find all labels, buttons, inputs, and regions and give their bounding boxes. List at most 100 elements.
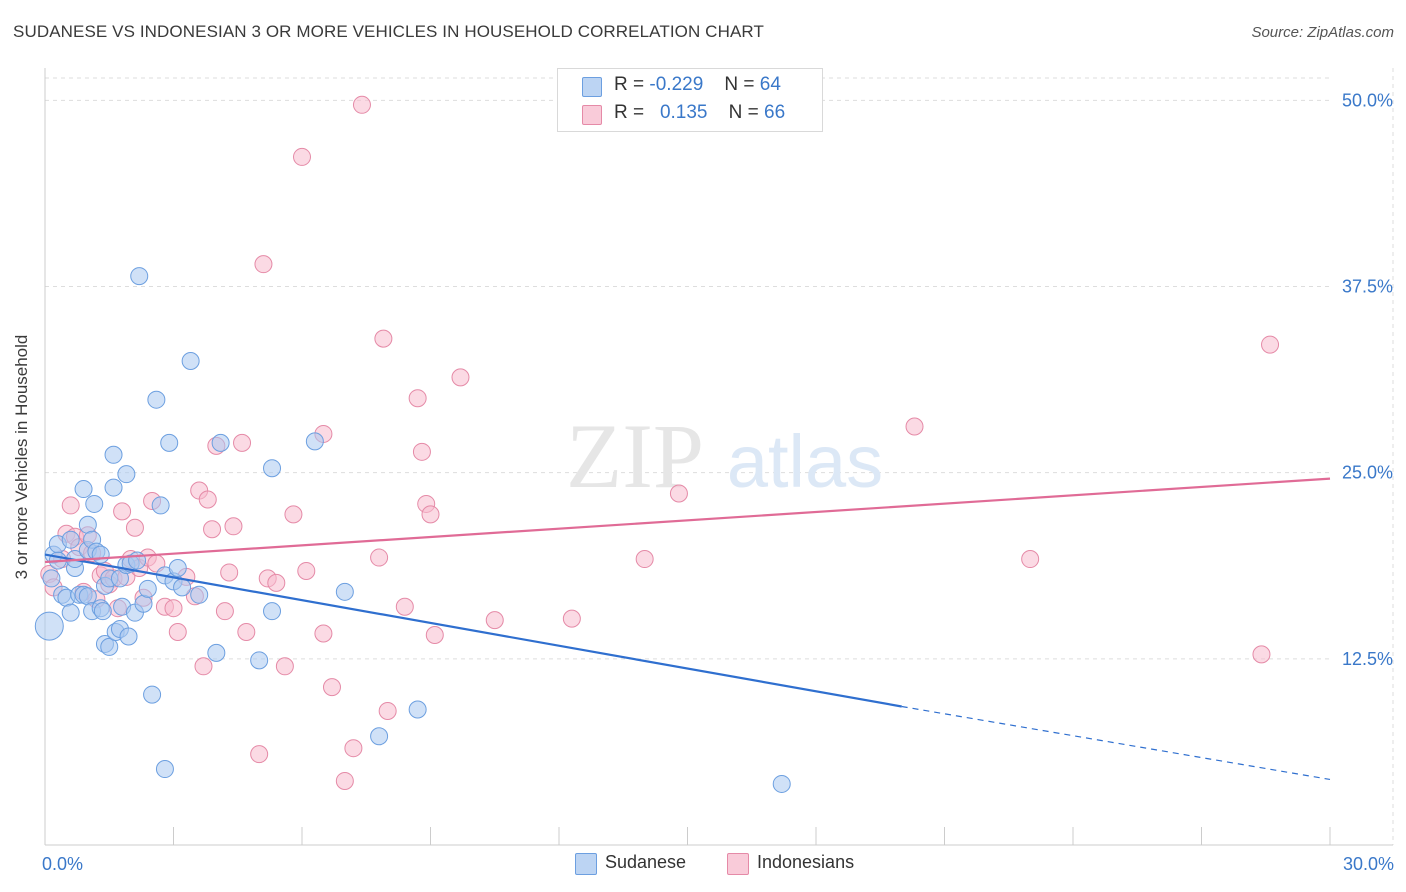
x-tick-label: 30.0% [1343, 854, 1394, 874]
sudanese-point [168, 558, 187, 577]
y-tick-label: 25.0% [1342, 463, 1393, 483]
indonesians-point [669, 484, 688, 503]
sudanese-point [34, 611, 64, 641]
indonesians-point [250, 745, 269, 764]
sudanese-point [190, 585, 209, 604]
sudanese-point [61, 603, 80, 622]
r-label: R = [614, 102, 645, 123]
indonesians-point [164, 599, 183, 618]
indonesians-point [168, 623, 187, 642]
indonesians-point [905, 417, 924, 436]
r-label: R = [614, 74, 645, 95]
indonesians-point [293, 147, 311, 166]
indonesians-point [194, 657, 213, 676]
indonesians-legend-swatch [727, 853, 749, 875]
trend-lines [44, 477, 1331, 781]
grid-lines [45, 68, 1394, 845]
sudanese-point [181, 351, 200, 370]
indonesians-point [635, 550, 654, 569]
indonesians-point [485, 611, 504, 630]
y-tick-label: 12.5% [1342, 649, 1393, 669]
indonesians-point [374, 329, 393, 348]
n-label: N = [728, 102, 759, 123]
sudanese-point [91, 545, 110, 564]
indonesians-point [395, 597, 414, 616]
sudanese-point [134, 594, 153, 613]
indonesians-point [254, 255, 273, 274]
sudanese-point [74, 480, 93, 499]
sudanese-swatch [582, 77, 602, 97]
sudanese-point [305, 432, 324, 451]
legend-text-indonesians: R = 0.135 N = 66 [614, 102, 785, 124]
indonesians-point [408, 389, 427, 408]
sudanese-point [155, 760, 174, 779]
watermark: ZIP atlas [566, 405, 883, 507]
axes [44, 68, 1393, 846]
indonesians-point [412, 442, 431, 461]
y-axis-label: 3 or more Vehicles in Household [12, 334, 31, 580]
sudanese-point [173, 578, 192, 597]
indonesians-point [113, 502, 132, 521]
indonesians-point [125, 518, 144, 537]
sudanese-point [250, 651, 269, 670]
indonesians-trend-line [44, 477, 1331, 564]
sudanese-point [119, 627, 138, 646]
indonesians-point [233, 433, 252, 452]
indonesians-point [215, 602, 234, 621]
indonesians-point [237, 623, 256, 642]
indonesians-swatch [582, 105, 602, 125]
sudanese-point [143, 685, 162, 704]
indonesians-point [352, 95, 371, 114]
sudanese-point [211, 433, 230, 452]
n-value-sudanese: 64 [759, 74, 781, 95]
chart-title: SUDANESE VS INDONESIAN 3 OR MORE VEHICLE… [13, 22, 764, 41]
sudanese-point [138, 579, 157, 598]
indonesians-point [335, 771, 354, 790]
indonesians-point [378, 701, 397, 720]
sudanese-point [78, 587, 97, 606]
sudanese-point [408, 700, 427, 719]
sudanese-point [772, 774, 791, 793]
sudanese-point [335, 582, 354, 601]
tick-labels: 12.5% 25.0% 37.5% 50.0% 0.0% 30.0% [42, 90, 1394, 874]
sudanese-point [130, 267, 149, 286]
legend-text-sudanese: R = -0.229 N = 64 [614, 74, 781, 96]
sudanese-point [263, 459, 282, 478]
indonesians-legend-label: Indonesians [757, 852, 855, 872]
sudanese-point [104, 478, 123, 497]
sudanese-legend-swatch [575, 853, 597, 875]
sudanese-point [117, 465, 136, 484]
sudanese-point [151, 496, 170, 515]
sudanese-trend-line [44, 553, 902, 708]
indonesians-point [275, 657, 294, 676]
sudanese-point [263, 602, 282, 621]
n-value-indonesians: 66 [764, 102, 786, 123]
indonesians-point [1252, 645, 1271, 664]
indonesians-point [1021, 550, 1040, 569]
sudanese-point [93, 602, 112, 621]
sudanese-point [100, 637, 119, 656]
y-tick-label: 50.0% [1342, 90, 1393, 110]
r-value-sudanese: -0.229 [649, 74, 704, 95]
x-tick-label: 0.0% [42, 854, 83, 874]
sudanese-legend-label: Sudanese [605, 852, 687, 872]
sudanese-point [85, 494, 104, 513]
sudanese-point [370, 727, 389, 746]
indonesians-point [344, 739, 363, 758]
source-label: Source: ZipAtlas.com [1251, 24, 1394, 41]
indonesians-point [267, 573, 286, 592]
indonesians-point [297, 561, 316, 580]
y-tick-label: 37.5% [1342, 277, 1393, 297]
indonesians-point [322, 678, 341, 697]
sudanese-point [147, 390, 166, 409]
sudanese-point [42, 569, 61, 588]
n-label: N = [724, 74, 755, 95]
indonesians-point [562, 609, 581, 628]
sudanese-trend-extension [901, 705, 1331, 781]
indonesians-point [198, 490, 217, 509]
indonesians-point [61, 496, 80, 515]
indonesians-point [451, 368, 470, 387]
sudanese-points [34, 267, 791, 793]
indonesians-point [284, 505, 303, 524]
